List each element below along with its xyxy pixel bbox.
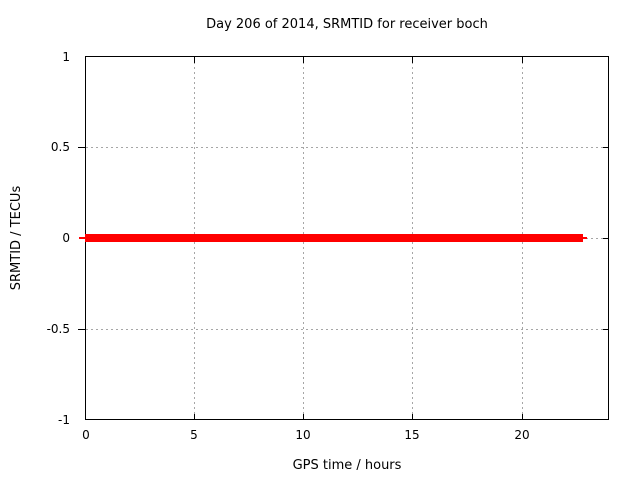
xtick-label-0: 0 <box>82 428 90 442</box>
chart-title: Day 206 of 2014, SRMTID for receiver boc… <box>206 17 488 32</box>
y-axis-label: SRMTID / TECUs <box>9 185 24 291</box>
bottom-tick-20h <box>522 414 523 420</box>
series-line-srmtid <box>85 234 583 242</box>
top-tick-5h <box>194 57 195 63</box>
horizontal-gridline-0p5 <box>86 147 608 148</box>
bottom-tick-5h <box>194 414 195 420</box>
xtick-label-5: 5 <box>190 428 198 442</box>
right-tick-neg0p5 <box>603 329 609 330</box>
ytick-label-neg0p5: -0.5 <box>46 322 70 336</box>
right-tick-0p5 <box>603 147 609 148</box>
bottom-tick-15h <box>412 414 413 420</box>
xtick-label-20: 20 <box>514 428 530 442</box>
top-tick-20h <box>522 57 523 63</box>
xtick-label-15: 15 <box>404 428 420 442</box>
left-tick-0p5 <box>78 147 85 148</box>
xtick-label-10: 10 <box>295 428 311 442</box>
top-tick-15h <box>412 57 413 63</box>
ytick-label-1: 1 <box>62 50 70 64</box>
x-axis-label: GPS time / hours <box>292 458 402 473</box>
ytick-label-neg1: -1 <box>58 413 70 427</box>
horizontal-gridline-neg0p5 <box>86 329 608 330</box>
ytick-label-0: 0 <box>62 231 70 245</box>
left-tick-neg0p5 <box>78 329 85 330</box>
right-tick-0 <box>603 238 609 239</box>
series-line-end-stub <box>583 237 587 239</box>
top-tick-10h <box>303 57 304 63</box>
series-line-start-stub <box>79 237 85 239</box>
bottom-tick-10h <box>303 414 304 420</box>
ytick-label-0p5: 0.5 <box>50 140 70 154</box>
